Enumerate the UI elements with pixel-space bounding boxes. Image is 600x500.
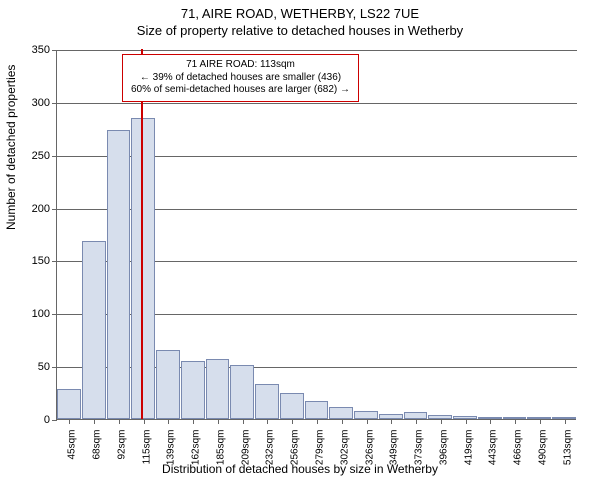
- chart-area: 45sqm68sqm92sqm115sqm139sqm162sqm185sqm2…: [56, 50, 576, 420]
- annotation-line-2: ← 39% of detached houses are smaller (43…: [131, 72, 350, 85]
- xtick-mark: [119, 419, 120, 424]
- xtick-mark: [490, 419, 491, 424]
- xtick-mark: [292, 419, 293, 424]
- bar: [280, 393, 304, 419]
- bar: [82, 241, 106, 419]
- bar: [230, 365, 254, 419]
- page-title: 71, AIRE ROAD, WETHERBY, LS22 7UE: [0, 0, 600, 21]
- bar: [527, 417, 551, 419]
- bar: [379, 414, 403, 419]
- bar: [552, 417, 576, 419]
- xtick-mark: [515, 419, 516, 424]
- xtick-mark: [342, 419, 343, 424]
- gridline: [57, 103, 577, 104]
- xtick-mark: [416, 419, 417, 424]
- ytick-label: 350: [20, 44, 50, 56]
- bar: [305, 401, 329, 419]
- xtick-mark: [94, 419, 95, 424]
- xtick-mark: [243, 419, 244, 424]
- y-axis-label: Number of detached properties: [4, 65, 18, 230]
- xtick-mark: [441, 419, 442, 424]
- bar: [329, 407, 353, 419]
- annotation-line-1: 71 AIRE ROAD: 113sqm: [131, 59, 350, 72]
- annotation-line-3: 60% of semi-detached houses are larger (…: [131, 84, 350, 97]
- xtick-mark: [267, 419, 268, 424]
- bar: [428, 415, 452, 419]
- ytick-label: 100: [20, 308, 50, 320]
- xtick-mark: [69, 419, 70, 424]
- ytick-label: 0: [20, 414, 50, 426]
- annotation-box: 71 AIRE ROAD: 113sqm ← 39% of detached h…: [122, 54, 359, 102]
- ytick-label: 150: [20, 255, 50, 267]
- marker-line: [141, 49, 143, 419]
- bar: [478, 417, 502, 419]
- xtick-mark: [565, 419, 566, 424]
- ytick-label: 50: [20, 361, 50, 373]
- ytick-label: 300: [20, 97, 50, 109]
- xtick-mark: [193, 419, 194, 424]
- page-subtitle: Size of property relative to detached ho…: [0, 21, 600, 38]
- ytick-mark: [52, 420, 57, 421]
- x-axis-label: Distribution of detached houses by size …: [0, 462, 600, 476]
- bar: [404, 412, 428, 419]
- xtick-mark: [540, 419, 541, 424]
- bar: [206, 359, 230, 419]
- bar: [453, 416, 477, 419]
- xtick-mark: [317, 419, 318, 424]
- xtick-mark: [144, 419, 145, 424]
- xtick-mark: [367, 419, 368, 424]
- xtick-mark: [168, 419, 169, 424]
- bar: [181, 361, 205, 419]
- bar: [255, 384, 279, 419]
- xtick-mark: [391, 419, 392, 424]
- bar: [156, 350, 180, 419]
- ytick-label: 250: [20, 150, 50, 162]
- xtick-mark: [466, 419, 467, 424]
- ytick-label: 200: [20, 203, 50, 215]
- bar: [107, 130, 131, 419]
- xtick-mark: [218, 419, 219, 424]
- bar: [57, 389, 81, 419]
- bar: [354, 411, 378, 419]
- gridline: [57, 50, 577, 51]
- plot-region: 45sqm68sqm92sqm115sqm139sqm162sqm185sqm2…: [56, 50, 576, 420]
- bar: [503, 417, 527, 419]
